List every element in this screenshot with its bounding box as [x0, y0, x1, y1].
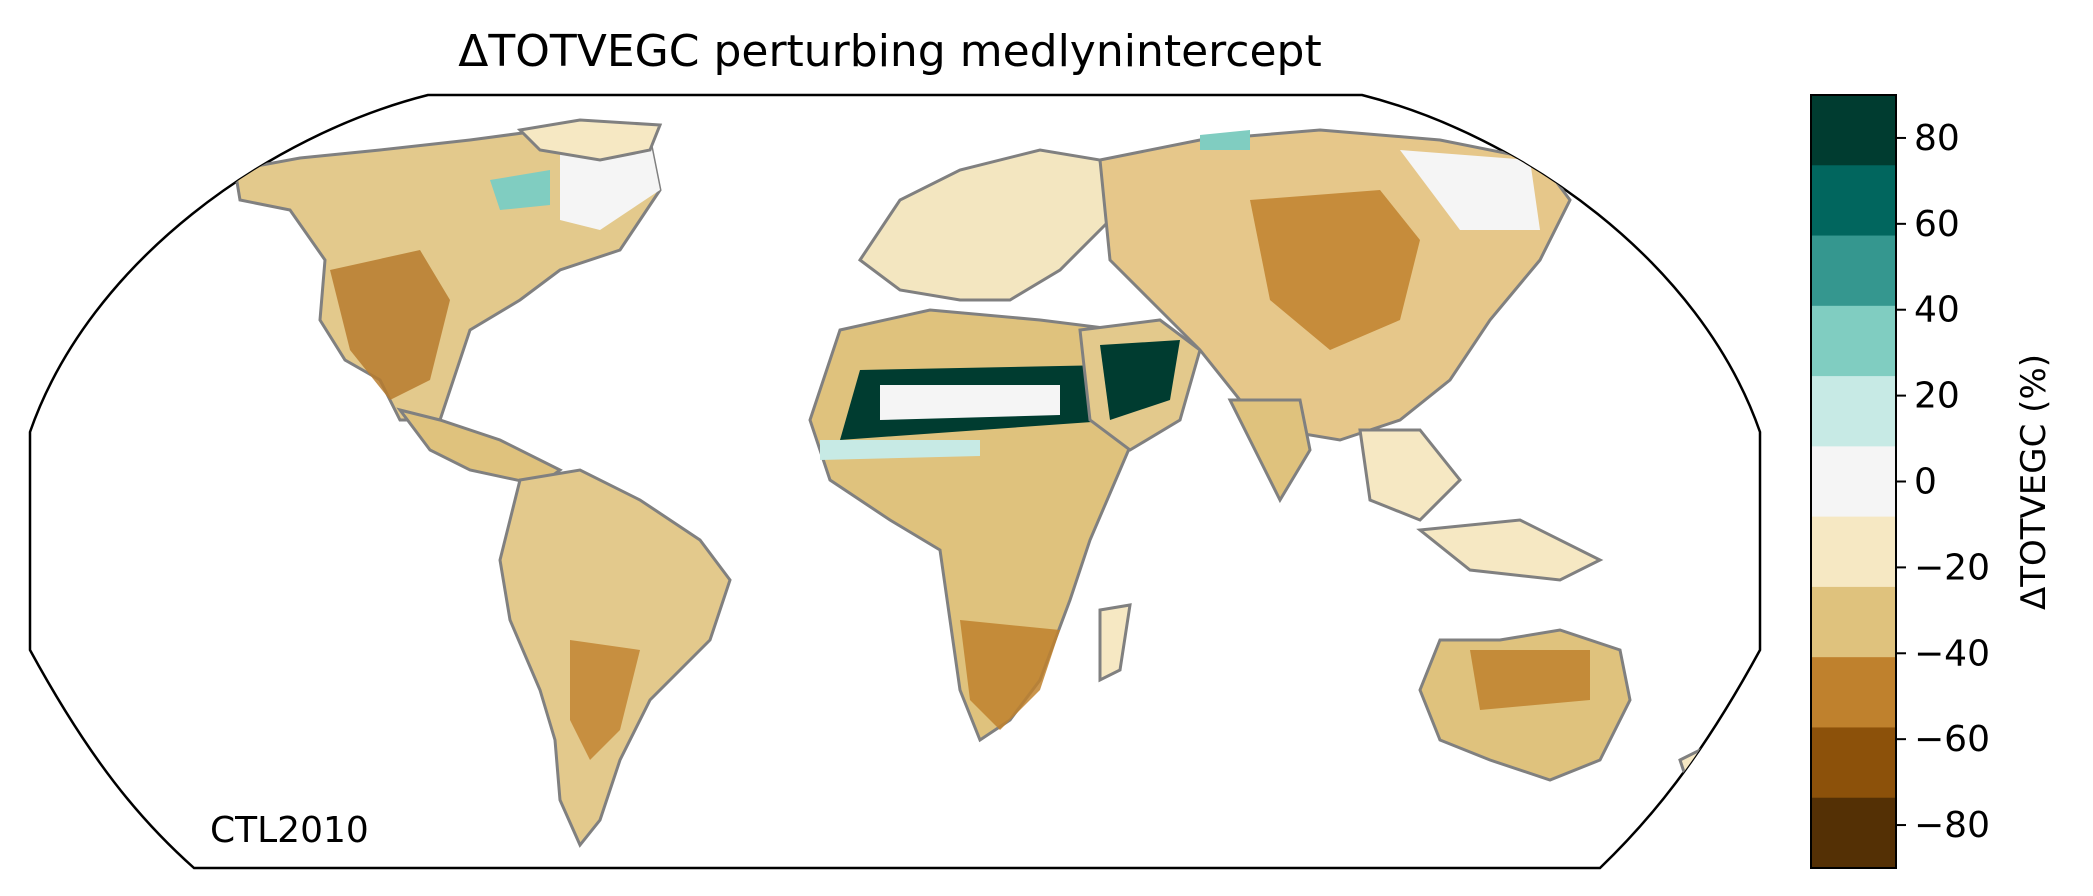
region-arabia-increase — [1100, 340, 1180, 420]
colorbar-tick-label: 0 — [1914, 462, 1937, 503]
region-north-america — [233, 126, 662, 422]
region-central-asia-dry — [1250, 190, 1420, 350]
colorbar-tick-label: 80 — [1914, 118, 1960, 159]
world-map: CTL2010 — [28, 93, 1762, 870]
colorbar-ticks: 80 60 40 20 0 −20 −40 −60 −80 — [1896, 118, 1990, 846]
colorbar-bin — [1811, 727, 1896, 799]
map-title: ΔTOTVEGC perturbing medlynintercept — [458, 26, 1321, 77]
colorbar-bin — [1811, 516, 1896, 588]
colorbar-bin — [1811, 797, 1896, 869]
colorbar-tick-label: −40 — [1914, 633, 1990, 674]
region-sahel-band — [820, 440, 980, 460]
region-siberia-teal — [1200, 130, 1250, 150]
region-north-canada-light — [560, 140, 660, 230]
region-north-america-dry-west — [330, 250, 450, 400]
colorbar-label: ΔTOTVEGC (%) — [2014, 354, 2054, 610]
colorbar-tick-label: −80 — [1914, 805, 1990, 846]
colorbar-bin — [1811, 165, 1896, 237]
colorbar-bin — [1811, 305, 1896, 377]
colorbar-bin — [1811, 586, 1896, 658]
region-southern-africa — [960, 620, 1060, 730]
region-canada-teal — [490, 170, 550, 210]
region-southeast-asia — [1358, 428, 1463, 522]
colorbar-bin — [1811, 235, 1896, 307]
colorbar-bins — [1811, 95, 1896, 869]
colorbar-bin — [1811, 446, 1896, 518]
region-sahara-pale — [880, 385, 1060, 420]
colorbar: 80 60 40 20 0 −20 −40 −60 −80 ΔTOTVEGC (%) — [1810, 94, 2054, 869]
colorbar-bin — [1811, 95, 1896, 166]
region-india — [1227, 398, 1312, 504]
colorbar-bin — [1811, 376, 1896, 447]
colorbar-tick-label: 20 — [1914, 376, 1960, 417]
colorbar-bin — [1811, 657, 1896, 728]
colorbar-tick-label: −60 — [1914, 719, 1990, 760]
region-arctic-islands — [516, 118, 663, 162]
region-madagascar — [1098, 603, 1132, 683]
scenario-label: CTL2010 — [210, 810, 369, 851]
region-south-america-south — [570, 640, 640, 760]
region-australia-interior — [1470, 650, 1590, 710]
colorbar-tick-label: −20 — [1914, 547, 1990, 588]
colorbar-tick-label: 60 — [1914, 204, 1960, 245]
colorbar-tick-label: 40 — [1914, 290, 1960, 331]
region-siberia-light — [1400, 150, 1540, 230]
region-maritime-asia — [1416, 518, 1604, 582]
